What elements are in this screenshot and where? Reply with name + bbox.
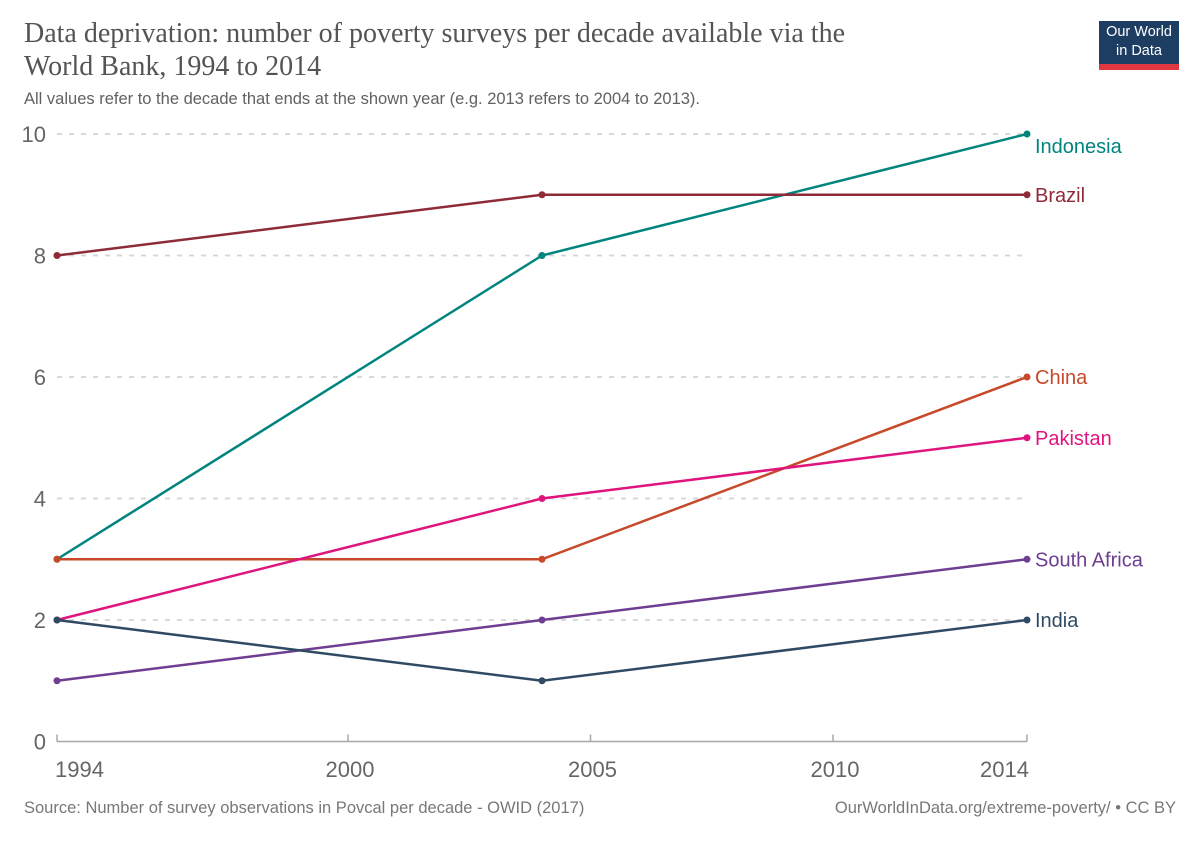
point-pakistan-2014[interactable]	[1023, 434, 1031, 442]
point-brazil-2004[interactable]	[538, 191, 546, 199]
series-label-south-africa[interactable]: South Africa	[1035, 549, 1144, 571]
point-south-africa-2014[interactable]	[1023, 555, 1031, 563]
chart-title-line1: Data deprivation: number of poverty surv…	[24, 18, 846, 49]
x-tick-label-1994: 1994	[55, 757, 104, 782]
series-label-indonesia[interactable]: Indonesia	[1035, 136, 1123, 158]
line-series-india[interactable]	[56, 618, 1028, 683]
point-china-2014[interactable]	[1023, 373, 1031, 381]
point-china-1994[interactable]	[53, 555, 61, 563]
y-tick-label-0: 0	[34, 730, 46, 755]
point-china-2004[interactable]	[538, 555, 546, 563]
x-tick-label-2014: 2014	[980, 757, 1029, 782]
point-brazil-1994[interactable]	[53, 252, 61, 259]
series-label-china[interactable]: China	[1035, 367, 1088, 389]
series-label-india[interactable]: India	[1035, 610, 1079, 632]
y-tick-label-8: 8	[34, 244, 46, 269]
footer-link[interactable]: OurWorldInData.org/extreme-poverty/ • CC…	[834, 799, 1176, 817]
point-south-africa-2004[interactable]	[538, 616, 546, 624]
series-label-brazil[interactable]: Brazil	[1035, 185, 1085, 207]
y-tick-label-6: 6	[34, 365, 46, 390]
line-series-brazil[interactable]	[56, 193, 1027, 257]
point-pakistan-2004[interactable]	[538, 495, 546, 502]
chart-title: Data deprivation: number of poverty surv…	[24, 17, 1064, 83]
x-tick-label-2005: 2005	[568, 757, 617, 782]
point-brazil-2014[interactable]	[1023, 191, 1031, 199]
line-series-pakistan[interactable]	[56, 436, 1028, 622]
chart-subtitle: All values refer to the decade that ends…	[24, 90, 701, 108]
owid-logo[interactable]: Our World in Data	[1099, 21, 1179, 70]
point-indonesia-2004[interactable]	[538, 252, 546, 259]
series-label-pakistan[interactable]: Pakistan	[1035, 428, 1112, 450]
point-india-2004[interactable]	[538, 677, 546, 685]
y-tick-label-10: 10	[22, 122, 46, 147]
footer-source: Source: Number of survey observations in…	[24, 799, 585, 817]
owid-logo-line1: Our World	[1106, 24, 1172, 40]
point-india-2014[interactable]	[1023, 616, 1031, 624]
y-tick-label-2: 2	[34, 608, 46, 633]
chart-title-line2: World Bank, 1994 to 2014	[24, 51, 322, 82]
point-india-1994[interactable]	[53, 616, 61, 624]
owid-logo-line2: in Data	[1116, 43, 1162, 59]
x-tick-label-2000: 2000	[326, 757, 375, 782]
point-indonesia-2014[interactable]	[1023, 130, 1031, 138]
x-tick-label-2010: 2010	[811, 757, 860, 782]
point-south-africa-1994[interactable]	[53, 677, 61, 685]
y-tick-label-4: 4	[34, 487, 46, 512]
